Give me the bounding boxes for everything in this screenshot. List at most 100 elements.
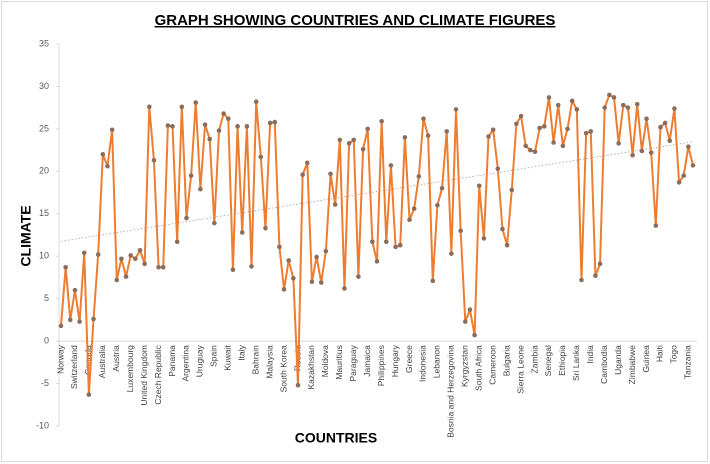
y-tick-label: 30: [39, 81, 49, 91]
data-point: [486, 134, 491, 139]
x-tick-label: Tanzania: [683, 345, 693, 379]
x-tick-label: Panama: [167, 345, 177, 377]
data-point: [453, 107, 459, 112]
data-point: [342, 286, 347, 291]
data-point: [188, 173, 194, 178]
data-point: [72, 287, 78, 293]
data-point: [291, 275, 296, 281]
data-point: [212, 220, 217, 226]
x-tick-label: Uganda: [613, 345, 623, 375]
data-point: [625, 105, 631, 110]
x-tick-label: South Africa: [473, 345, 483, 391]
data-point: [416, 174, 422, 179]
data-point: [142, 261, 147, 267]
data-point: [528, 147, 533, 153]
data-point: [435, 202, 440, 208]
data-point: [323, 248, 329, 254]
x-tick-label: Hungary: [390, 344, 400, 377]
x-tick-label: Switzerland: [69, 345, 79, 389]
data-point: [346, 141, 352, 146]
data-point: [546, 95, 552, 100]
data-point: [249, 264, 254, 269]
x-tick-label: Sierra Leone: [515, 345, 525, 394]
data-point: [81, 250, 87, 256]
data-point: [370, 239, 375, 245]
x-tick-label: Luxembourg: [125, 345, 135, 393]
data-point: [281, 287, 287, 292]
y-tick-label: 10: [39, 251, 49, 261]
data-point: [449, 251, 454, 256]
data-point: [574, 107, 580, 112]
x-tick-label: Cameroon: [487, 345, 497, 385]
data-point: [58, 323, 64, 329]
data-point: [662, 120, 668, 126]
x-tick-label: Togo: [669, 345, 679, 364]
x-tick-label: Moldova: [320, 345, 330, 377]
data-point: [681, 173, 687, 178]
data-point: [462, 319, 468, 324]
x-tick-label: Argentina: [181, 345, 191, 382]
data-point: [170, 124, 175, 129]
data-point: [467, 307, 473, 313]
data-point: [337, 137, 343, 143]
x-tick-label: Zambia: [529, 345, 539, 374]
y-tick-label: 15: [39, 208, 49, 218]
data-point: [532, 149, 538, 155]
data-point: [523, 143, 529, 149]
data-point: [620, 102, 626, 108]
data-point: [541, 124, 547, 129]
data-point: [244, 124, 250, 129]
x-axis-label: COUNTRIES: [295, 430, 377, 446]
data-point: [119, 256, 124, 262]
data-point: [235, 124, 240, 129]
x-tick-label: Cambodia: [599, 345, 609, 384]
y-axis-label: CLIMATE: [18, 205, 34, 266]
x-tick-label: Guinea: [641, 345, 651, 373]
data-point: [351, 137, 357, 143]
data-point: [481, 236, 487, 241]
x-tick-label: Zimbabwe: [627, 345, 637, 384]
data-point: [430, 278, 436, 284]
data-point: [267, 120, 273, 126]
x-tick-label: Malaysia: [264, 345, 274, 379]
data-point: [514, 121, 519, 127]
data-point: [356, 274, 361, 279]
data-point: [569, 98, 575, 104]
data-point: [146, 104, 152, 110]
data-point: [495, 166, 501, 172]
x-tick-label: Czech Republic: [153, 344, 163, 404]
data-point: [230, 267, 236, 273]
y-tick-label: 25: [39, 123, 49, 133]
x-tick-label: Ethiopia: [557, 345, 567, 376]
data-point: [425, 133, 431, 138]
x-tick-label: Mauritius: [334, 345, 344, 379]
data-point: [658, 124, 663, 130]
data-point: [686, 144, 691, 150]
data-point: [277, 244, 282, 250]
data-point: [616, 141, 621, 146]
x-tick-label: Australia: [97, 345, 107, 378]
data-point: [221, 111, 226, 116]
data-point: [476, 183, 482, 189]
data-point: [258, 154, 264, 160]
data-point: [314, 254, 319, 260]
x-tick-label: Haiti: [655, 345, 665, 362]
data-point: [109, 127, 115, 133]
x-tick-label: Indonesia: [418, 345, 428, 382]
data-point: [593, 273, 598, 279]
data-point: [472, 332, 477, 338]
y-tick-label: 5: [44, 293, 49, 303]
x-tick-label: Austria: [111, 345, 121, 372]
data-point: [444, 129, 450, 134]
data-point: [551, 140, 556, 145]
data-point: [393, 244, 398, 250]
data-point: [607, 92, 612, 98]
x-tick-label: Kyrgyzstan: [460, 345, 470, 387]
data-point: [365, 126, 371, 132]
data-point: [653, 223, 659, 228]
data-point: [560, 143, 566, 149]
data-point: [184, 215, 189, 221]
data-point: [239, 230, 245, 235]
x-tick-label: Kuwait: [223, 344, 233, 370]
